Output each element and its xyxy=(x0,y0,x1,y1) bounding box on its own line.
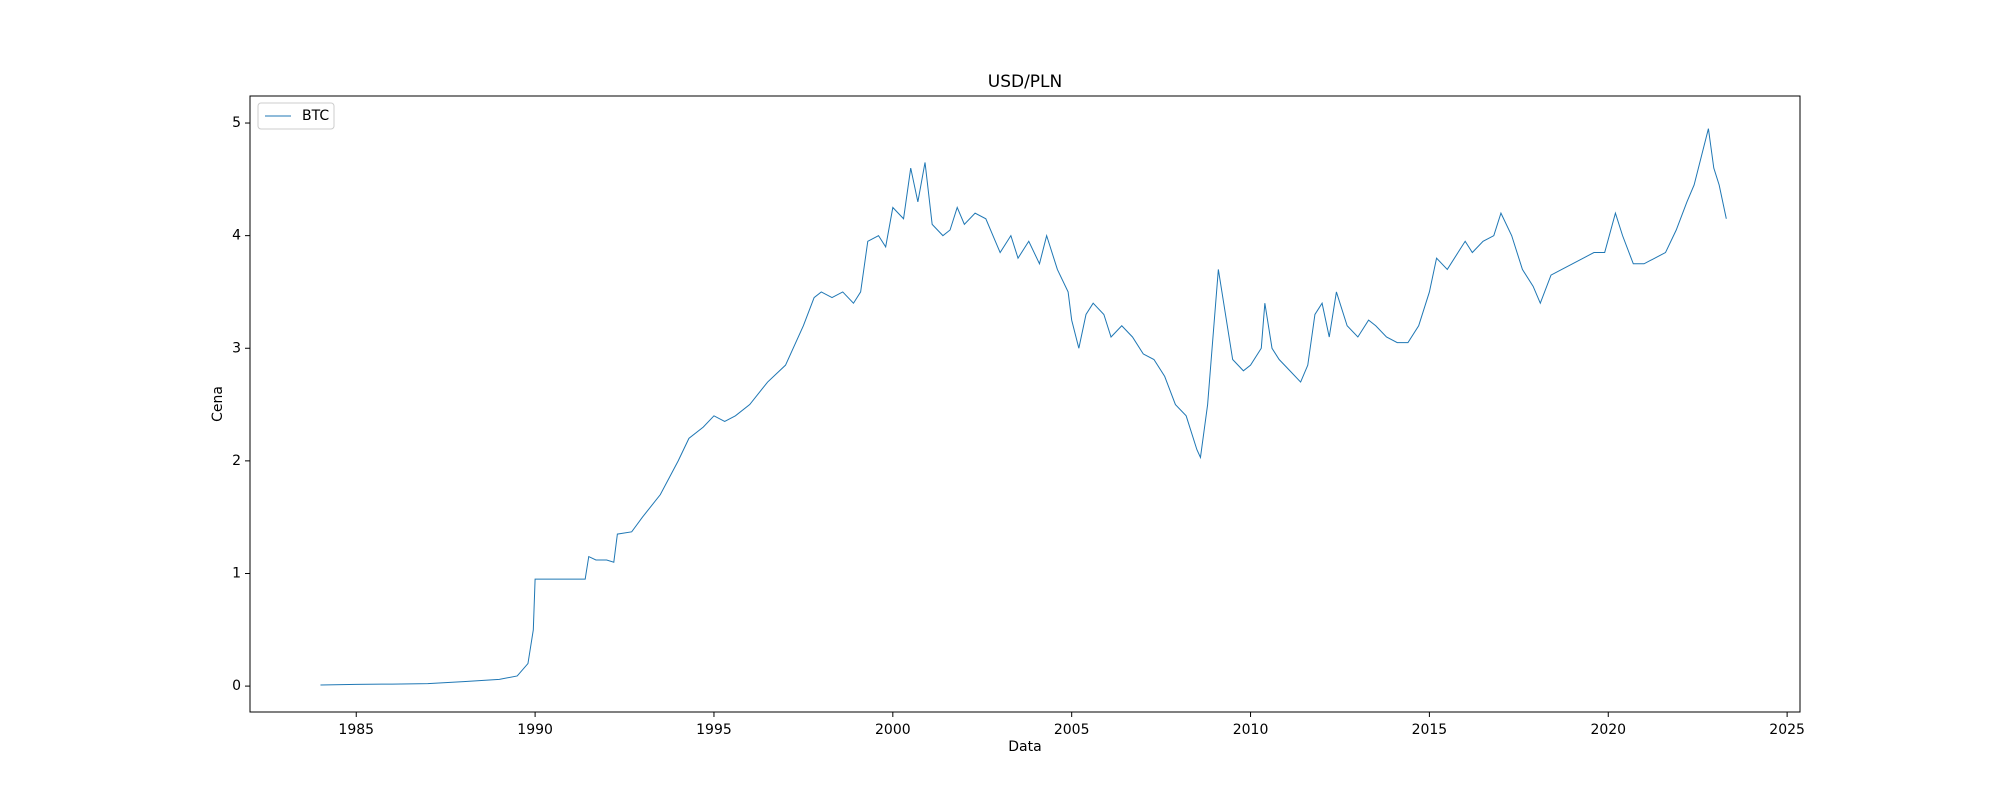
y-tick-label: 3 xyxy=(232,340,241,356)
x-tick-label: 2000 xyxy=(875,722,911,738)
x-tick-label: 1995 xyxy=(696,722,732,738)
x-axis-label: Data xyxy=(1008,739,1041,755)
legend-box xyxy=(257,102,335,130)
x-tick-label: 2020 xyxy=(1590,722,1626,738)
x-tick-label: 2025 xyxy=(1769,722,1805,738)
x-tick-label: 2005 xyxy=(1054,722,1090,738)
y-tick-label: 2 xyxy=(232,453,241,469)
y-tick-label: 5 xyxy=(232,115,241,131)
y-tick-label: 4 xyxy=(232,228,241,244)
y-tick-label: 0 xyxy=(232,678,241,694)
plot-frame xyxy=(249,95,1801,713)
data-line xyxy=(320,128,1727,686)
legend-label: BTC xyxy=(302,108,329,124)
x-tick-label: 2010 xyxy=(1233,722,1269,738)
y-axis-label: Cena xyxy=(210,386,226,422)
chart-title: USD/PLN xyxy=(988,72,1063,92)
x-tick-label: 1985 xyxy=(338,722,374,738)
x-tick-label: 1990 xyxy=(517,722,553,738)
y-tick-label: 1 xyxy=(232,565,241,581)
x-tick-label: 2015 xyxy=(1412,722,1448,738)
